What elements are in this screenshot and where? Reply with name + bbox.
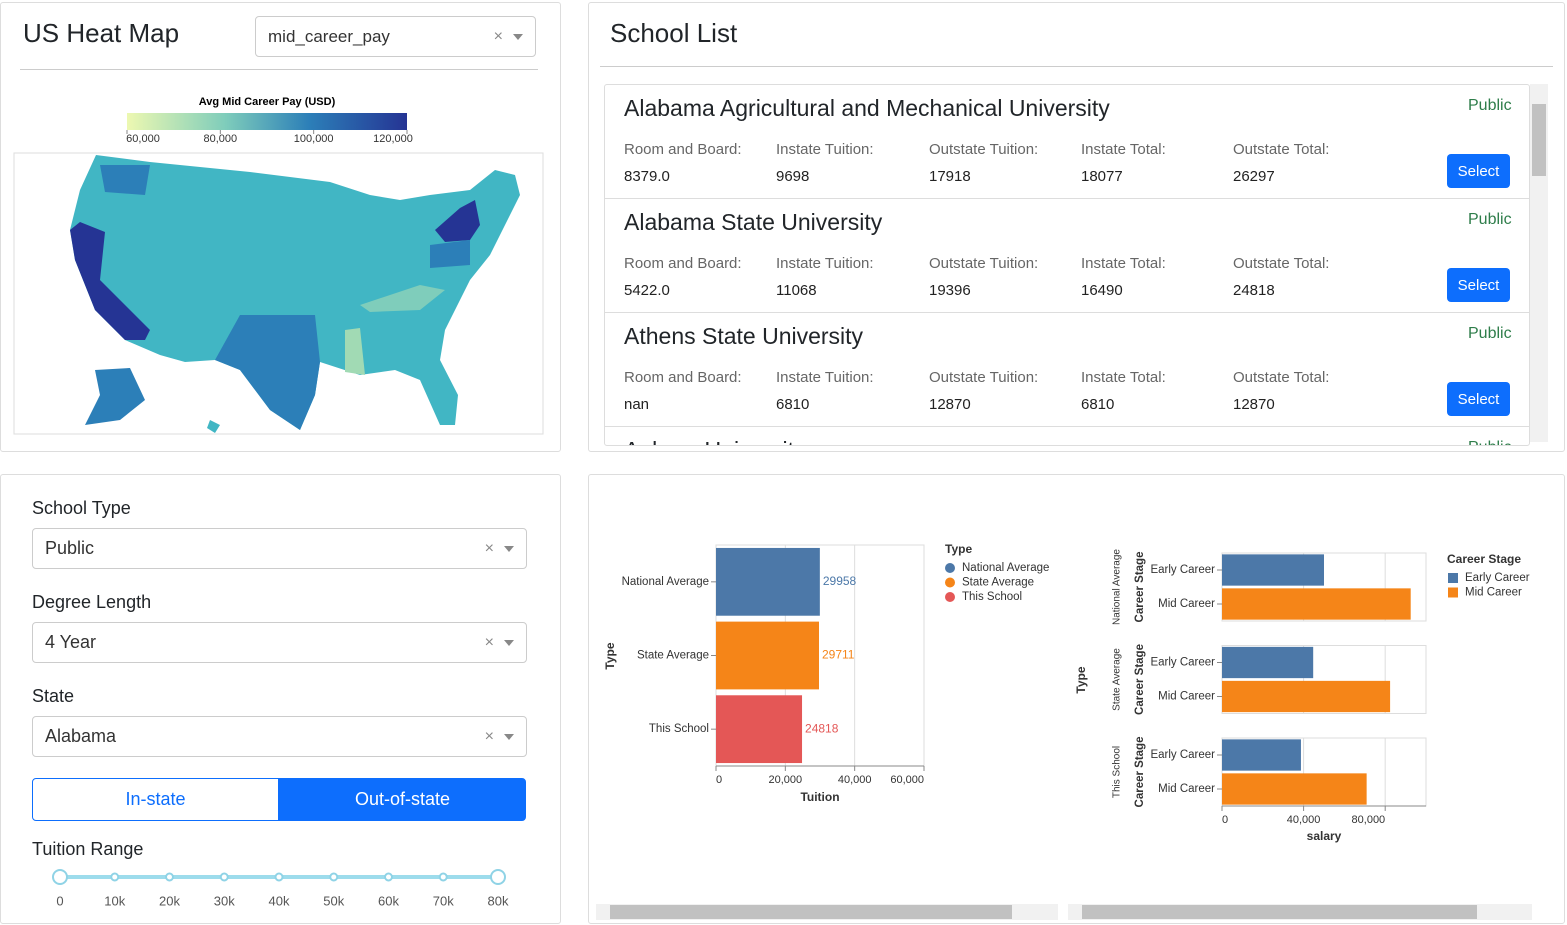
- field-label: Instate Total:: [1081, 141, 1166, 158]
- field-label: Outstate Total:: [1233, 255, 1330, 272]
- chart-panel: [588, 474, 1565, 924]
- scroll-thumb[interactable]: [610, 905, 1012, 919]
- scroll-thumb[interactable]: [1532, 104, 1546, 176]
- field-label: Room and Board:: [624, 255, 742, 272]
- field-value: 8379.0: [624, 168, 670, 185]
- school-row: Alabama State University Public Room and B…: [605, 199, 1529, 313]
- school-name: Alabama State University: [624, 209, 883, 235]
- field-label: Instate Tuition:: [776, 141, 874, 158]
- dropdown-value: mid_career_pay: [268, 26, 390, 46]
- toggle-button[interactable]: Out-of-state: [279, 778, 526, 821]
- field-value: 16490: [1081, 282, 1123, 299]
- school-name: Athens State University: [624, 323, 864, 349]
- select-value: Public: [45, 538, 95, 558]
- field-label: Instate Total:: [1081, 369, 1166, 386]
- field-value: 24818: [1233, 282, 1275, 299]
- field-value: 19396: [929, 282, 971, 299]
- school-row: Athens State University Public Room and Bo…: [605, 313, 1529, 427]
- field-label: Room and Board:: [624, 369, 742, 386]
- filter-select[interactable]: Public ×: [32, 528, 527, 569]
- field-label: Outstate Total:: [1233, 369, 1330, 386]
- school-list-title: School List: [610, 18, 738, 48]
- scrollbar[interactable]: [1530, 84, 1548, 442]
- field-value: 12870: [929, 396, 971, 413]
- field-label: Instate Tuition:: [776, 369, 874, 386]
- field-label: Outstate Tuition:: [929, 369, 1039, 386]
- metric-dropdown[interactable]: mid_career_pay ×: [255, 16, 536, 57]
- field-label: Room and Board:: [624, 141, 742, 158]
- scroll-thumb[interactable]: [1082, 905, 1477, 919]
- field-value: nan: [624, 396, 650, 413]
- select-button[interactable]: Select: [1447, 382, 1510, 416]
- field-value: 11068: [776, 282, 817, 299]
- filter-select[interactable]: Alabama ×: [32, 716, 527, 757]
- field-value: 17918: [929, 168, 971, 185]
- filter-label: Tuition Range: [32, 839, 144, 859]
- field-label: Instate Tuition:: [776, 255, 874, 272]
- school-row: Auburn University Public: [605, 427, 1529, 445]
- select-button[interactable]: Select: [1447, 154, 1510, 188]
- field-label: Outstate Tuition:: [929, 141, 1039, 158]
- school-type: Public: [1468, 325, 1512, 342]
- select-value: Alabama: [45, 726, 117, 746]
- field-value: 26297: [1233, 168, 1275, 185]
- h-scrollbar[interactable]: [596, 904, 1058, 920]
- field-value: 18077: [1081, 168, 1123, 185]
- filter-label: State: [32, 686, 75, 706]
- filter-label: Degree Length: [32, 592, 152, 612]
- school-list: Alabama Agricultural and Mechanical Univ…: [604, 84, 1530, 446]
- school-row: Alabama Agricultural and Mechanical Univ…: [605, 85, 1529, 199]
- school-type: Public: [1468, 97, 1512, 114]
- field-value: 6810: [776, 396, 810, 413]
- school-name: Auburn University: [624, 437, 806, 445]
- toggle-button[interactable]: In-state: [32, 778, 279, 821]
- field-value: 6810: [1081, 396, 1115, 413]
- heat-map-panel: [0, 2, 561, 452]
- school-list-panel: [588, 2, 1565, 452]
- divider: [600, 66, 1553, 67]
- h-scrollbar[interactable]: [1068, 904, 1532, 920]
- school-type: Public: [1468, 211, 1512, 228]
- field-label: Instate Total:: [1081, 255, 1166, 272]
- filter-panel: [0, 474, 561, 924]
- select-value: 4 Year: [45, 632, 97, 652]
- select-button[interactable]: Select: [1447, 268, 1510, 302]
- filter-label: School Type: [32, 498, 131, 518]
- school-name: Alabama Agricultural and Mechanical Univ…: [624, 95, 1110, 121]
- field-value: 9698: [776, 168, 810, 185]
- field-label: Outstate Tuition:: [929, 255, 1039, 272]
- divider: [20, 69, 538, 70]
- field-label: Outstate Total:: [1233, 141, 1330, 158]
- field-value: 12870: [1233, 396, 1275, 413]
- heat-map-title: US Heat Map: [23, 18, 180, 48]
- field-value: 5422.0: [624, 282, 670, 299]
- filter-select[interactable]: 4 Year ×: [32, 622, 527, 663]
- school-type: Public: [1468, 439, 1512, 445]
